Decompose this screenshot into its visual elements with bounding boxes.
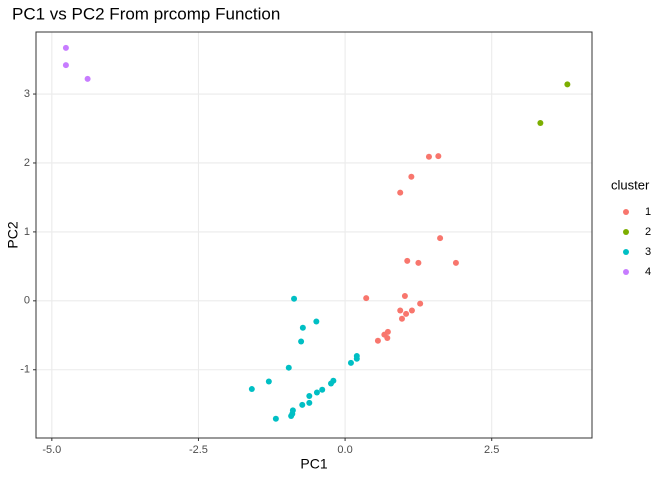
y-tick-label: 0 (24, 295, 30, 307)
point (415, 259, 422, 266)
legend-marker (623, 229, 629, 235)
plot-border (35, 31, 593, 439)
point (401, 293, 408, 300)
point (328, 380, 335, 387)
point (353, 355, 360, 362)
point (288, 412, 295, 419)
x-tick-label: 2.5 (484, 444, 499, 456)
point (403, 310, 410, 317)
point (435, 153, 442, 160)
point (347, 359, 354, 366)
x-tick-label: 0.0 (337, 444, 352, 456)
legend-marker (623, 249, 629, 255)
x-axis-title: PC1 (300, 456, 327, 472)
point (408, 173, 415, 180)
point (272, 415, 279, 422)
y-tick-label: 2 (24, 157, 30, 169)
point (248, 386, 255, 393)
point (404, 257, 411, 264)
legend-label: 2 (645, 226, 651, 238)
legend-title: cluster (611, 177, 650, 192)
point (363, 295, 370, 302)
point (265, 378, 272, 385)
legend-marker (623, 209, 629, 215)
y-tick-label: 1 (24, 226, 30, 238)
point (306, 392, 313, 399)
legend-label: 1 (645, 206, 651, 218)
point (417, 300, 424, 307)
point (84, 75, 91, 82)
point (62, 44, 69, 51)
point (285, 364, 292, 371)
point (397, 307, 404, 314)
point (425, 153, 432, 160)
point (313, 318, 320, 325)
point (397, 189, 404, 196)
point (452, 259, 459, 266)
point (299, 324, 306, 331)
point (374, 337, 381, 344)
point (291, 295, 298, 302)
x-tick-label: -5.0 (42, 444, 61, 456)
point (319, 386, 326, 393)
point (564, 81, 571, 88)
point (537, 119, 544, 126)
point (306, 399, 313, 406)
legend-marker (623, 269, 629, 275)
point (298, 338, 305, 345)
legend-label: 3 (645, 246, 651, 258)
point (398, 315, 405, 322)
y-axis-title: PC2 (5, 221, 21, 248)
point (62, 62, 69, 69)
point (299, 401, 306, 408)
point (408, 307, 415, 314)
y-tick-label: -1 (20, 364, 30, 376)
legend-label: 4 (645, 266, 651, 278)
point (384, 335, 391, 342)
point (437, 235, 444, 242)
chart-title: PC1 vs PC2 From prcomp Function (12, 4, 280, 23)
y-tick-label: 3 (24, 88, 30, 100)
x-tick-label: -2.5 (189, 444, 208, 456)
point (313, 389, 320, 396)
